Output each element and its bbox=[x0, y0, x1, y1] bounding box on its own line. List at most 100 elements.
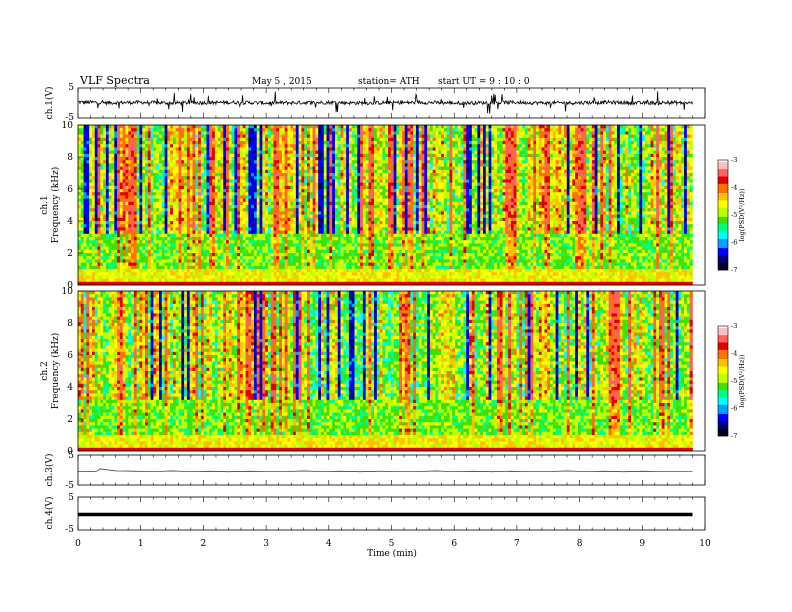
spectrogram-cell bbox=[284, 265, 288, 270]
spectrogram-cell bbox=[248, 128, 252, 132]
spectrogram-cell bbox=[270, 150, 274, 155]
spectrogram-cell bbox=[223, 214, 227, 219]
spectrogram-cell bbox=[329, 269, 333, 273]
spectrogram-cell bbox=[312, 189, 316, 193]
spectrogram-cell bbox=[334, 201, 339, 206]
spectrogram-cell bbox=[301, 125, 305, 129]
spectrogram-cell bbox=[133, 272, 137, 276]
spectrogram-cell bbox=[198, 281, 202, 286]
spectrogram-cell bbox=[304, 134, 308, 139]
spectrogram-cell bbox=[312, 230, 316, 235]
spectrogram-cell bbox=[253, 169, 258, 174]
spectrogram-cell bbox=[326, 163, 330, 167]
spectrogram-cell bbox=[337, 160, 341, 164]
spectrogram-cell bbox=[161, 131, 165, 135]
spectrogram-cell bbox=[133, 128, 137, 132]
spectrogram-cell bbox=[186, 243, 191, 247]
spectrogram-cell bbox=[125, 144, 129, 148]
spectrogram-cell bbox=[242, 217, 246, 222]
spectrogram-cell bbox=[265, 246, 269, 251]
spectrogram-cell bbox=[337, 233, 341, 238]
spectrogram-cell bbox=[231, 237, 235, 241]
spectrogram-cell bbox=[309, 227, 313, 231]
spectrogram-cell bbox=[234, 262, 238, 267]
spectrogram-cell bbox=[145, 256, 149, 260]
spectrogram-cell bbox=[156, 221, 160, 225]
spectrogram-cell bbox=[119, 211, 123, 215]
spectrogram-cell bbox=[245, 233, 249, 238]
spectrogram-cell bbox=[131, 166, 135, 171]
spectrogram-cell bbox=[103, 134, 107, 139]
spectrogram-cell bbox=[122, 201, 126, 206]
spectrogram-cell bbox=[192, 137, 196, 142]
spectrogram-cell bbox=[298, 189, 302, 193]
spectrogram-cell bbox=[198, 173, 202, 177]
spectrogram-cell bbox=[276, 137, 280, 142]
spectrogram-cell bbox=[326, 182, 330, 187]
spectrogram-cell bbox=[329, 262, 333, 267]
spectrogram-cell bbox=[253, 176, 258, 180]
spectrogram-cell bbox=[108, 173, 112, 177]
spectrogram-cell bbox=[209, 134, 213, 139]
spectrogram-cell bbox=[206, 281, 210, 286]
spectrogram-cell bbox=[315, 160, 319, 164]
spectrogram-cell bbox=[295, 243, 299, 247]
spectrogram-cell bbox=[83, 275, 87, 279]
spectrogram-cell bbox=[111, 253, 115, 257]
spectrogram-cell bbox=[80, 169, 84, 174]
spectrogram-cell bbox=[267, 272, 272, 276]
spectrogram-cell bbox=[153, 259, 157, 263]
spectrogram-cell bbox=[142, 176, 146, 180]
spectrogram-cell bbox=[346, 214, 350, 219]
spectrogram-cell bbox=[231, 205, 235, 209]
spectrogram-cell bbox=[170, 217, 174, 222]
spectrogram-cell bbox=[159, 224, 163, 228]
spectrogram-cell bbox=[178, 195, 182, 199]
spectrogram-cell bbox=[159, 281, 163, 286]
spectrogram-cell bbox=[281, 227, 285, 231]
spectrogram-cell bbox=[131, 198, 135, 203]
spectrogram-cell bbox=[164, 272, 168, 276]
spectrogram-cell bbox=[200, 281, 204, 286]
spectrogram-cell bbox=[133, 230, 137, 235]
spectrogram-cell bbox=[293, 240, 297, 244]
spectrogram-cell bbox=[231, 153, 235, 158]
spectrogram-cell bbox=[290, 233, 294, 238]
spectrogram-cell bbox=[145, 173, 149, 177]
spectrogram-cell bbox=[184, 227, 188, 231]
spectrogram-cell bbox=[248, 182, 252, 187]
spectrogram-cell bbox=[103, 240, 107, 244]
spectrogram-cell bbox=[192, 217, 196, 222]
spectrogram-cell bbox=[237, 201, 241, 206]
spectrogram-cell bbox=[217, 237, 221, 241]
spectrogram-cell bbox=[304, 259, 308, 263]
spectrogram-cell bbox=[94, 275, 98, 279]
spectrogram-cell bbox=[184, 275, 188, 279]
spectrogram-cell bbox=[119, 217, 123, 222]
spectrogram-cell bbox=[245, 249, 249, 254]
spectrogram-cell bbox=[178, 134, 182, 139]
spectrogram-cell bbox=[214, 278, 218, 283]
spectrogram-cell bbox=[203, 246, 207, 251]
spectrogram-cell bbox=[326, 227, 330, 231]
spectrogram-cell bbox=[147, 230, 151, 235]
spectrogram-cell bbox=[181, 211, 185, 215]
spectrogram-cell bbox=[237, 246, 241, 251]
spectrogram-cell bbox=[318, 160, 322, 164]
spectrogram-cell bbox=[290, 176, 294, 180]
spectrogram-cell bbox=[97, 182, 101, 187]
spectrogram-cell bbox=[97, 198, 101, 203]
spectrogram-cell bbox=[94, 131, 98, 135]
spectrogram-cell bbox=[256, 217, 260, 222]
spectrogram-cell bbox=[175, 233, 179, 238]
spectrogram-cell bbox=[253, 281, 258, 286]
spectrogram-cell bbox=[153, 201, 157, 206]
spectrogram-cell bbox=[206, 163, 210, 167]
spectrogram-cell bbox=[337, 201, 341, 206]
spectrogram-cell bbox=[223, 201, 227, 206]
spectrogram-cell bbox=[295, 150, 299, 155]
spectrogram-cell bbox=[256, 157, 260, 161]
spectrogram-cell bbox=[167, 243, 171, 247]
spectrogram-cell bbox=[212, 211, 216, 215]
spectrogram-cell bbox=[136, 281, 140, 286]
